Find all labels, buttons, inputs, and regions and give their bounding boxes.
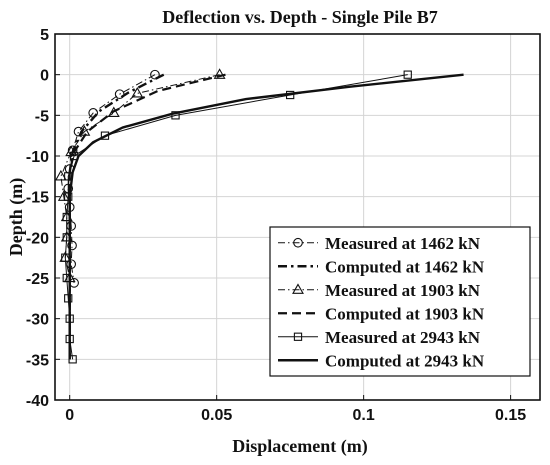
x-axis-label: Displacement (m) <box>232 436 367 457</box>
circle-marker <box>66 259 77 270</box>
y-tick-label: -10 <box>26 149 49 166</box>
legend-entry: Computed at 2943 kN <box>278 351 485 370</box>
triangle-marker <box>131 86 144 98</box>
y-tick-label: -25 <box>26 271 49 288</box>
legend-label: Computed at 2943 kN <box>325 351 485 370</box>
x-tick-label: 0.05 <box>201 407 232 424</box>
legend-label: Computed at 1903 kN <box>325 304 485 323</box>
y-tick-label: -20 <box>26 230 49 247</box>
series-line <box>68 73 464 360</box>
square-marker <box>403 70 412 79</box>
legend-entry: Measured at 1462 kN <box>278 234 481 253</box>
triangle-marker <box>54 169 67 181</box>
series-line <box>60 74 220 279</box>
y-axis-label: Depth (m) <box>6 178 27 257</box>
legend-label: Computed at 1462 kN <box>325 257 485 276</box>
legend-entry: Measured at 1903 kN <box>278 281 481 300</box>
legend-entry: Computed at 1462 kN <box>278 257 485 276</box>
legend-label: Measured at 2943 kN <box>325 328 481 347</box>
plot-frame <box>54 33 541 401</box>
circle-marker <box>293 237 303 248</box>
series-layer <box>54 68 464 364</box>
y-tick-label: 5 <box>40 27 49 44</box>
y-tick-label: -15 <box>26 190 49 207</box>
triangle-marker <box>213 68 226 79</box>
circle-marker <box>67 145 78 156</box>
circle-marker <box>150 69 160 80</box>
square-marker <box>64 192 73 201</box>
legend-entry: Measured at 2943 kN <box>278 328 481 347</box>
x-tick-label: 0.15 <box>495 407 526 424</box>
triangle-marker <box>57 190 70 201</box>
legend-label: Measured at 1462 kN <box>325 234 481 253</box>
square-marker <box>64 294 73 303</box>
square-marker <box>171 111 180 120</box>
triangle-marker <box>292 283 304 294</box>
x-tick-label: 0.1 <box>353 407 375 424</box>
y-tick-label: -30 <box>26 312 49 329</box>
legend-box <box>269 226 531 377</box>
y-tick-label: -5 <box>35 108 49 125</box>
square-marker <box>293 332 303 341</box>
legend-entry: Computed at 1903 kN <box>278 304 485 323</box>
tick-labels: 0 0.05 0.1 0.15 5 0 -5 -10 -15 -20 -25 -30 -35 -40 <box>26 27 526 424</box>
y-tick-label: -40 <box>26 393 49 410</box>
legend-label: Measured at 1903 kN <box>325 281 481 300</box>
y-tick-label: -35 <box>26 352 49 369</box>
legend: Measured at 1462 kN Computed at 1462 kN Me… <box>269 226 531 377</box>
x-tick-label: 0 <box>65 407 74 424</box>
y-tick-label: 0 <box>40 68 49 85</box>
chart-title: Deflection vs. Depth - Single Pile B7 <box>162 7 437 27</box>
series-6 <box>68 73 464 360</box>
